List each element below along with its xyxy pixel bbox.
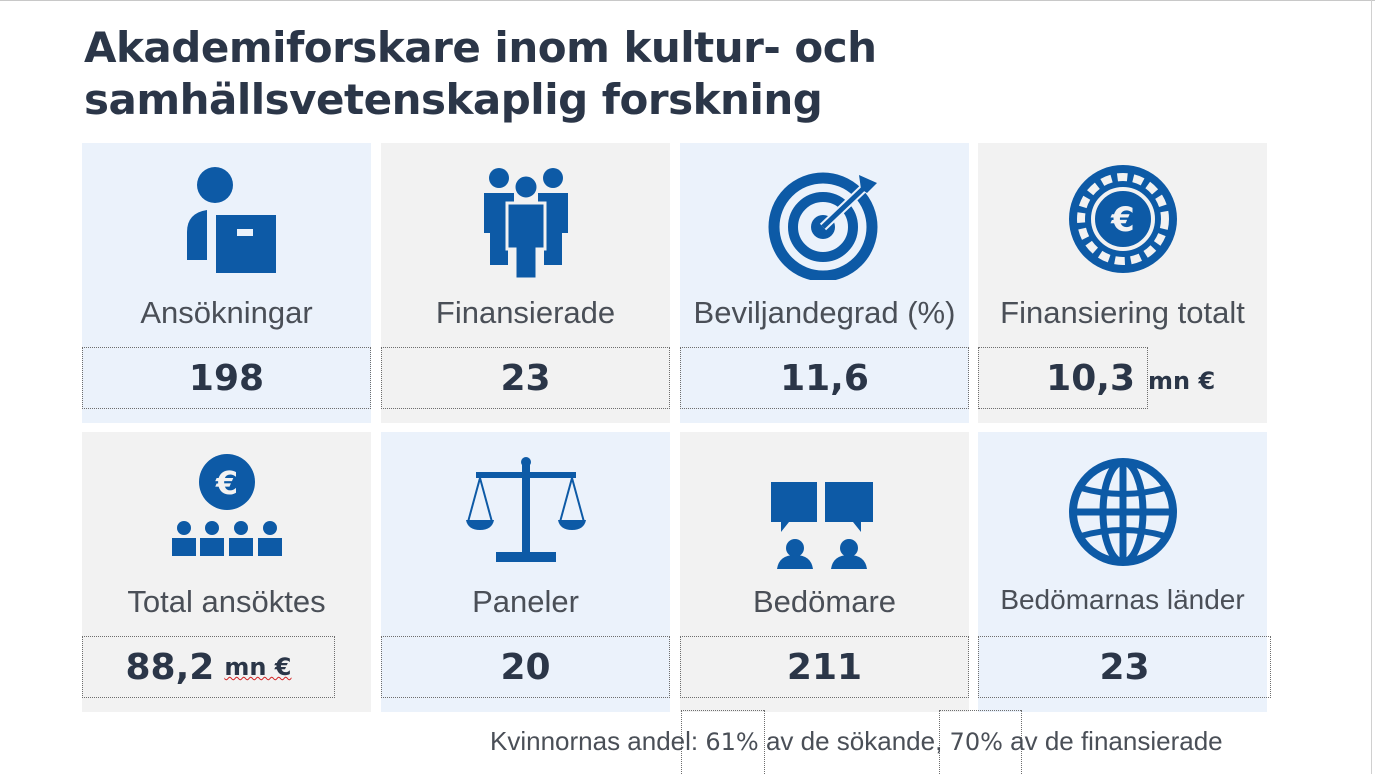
card-value-box: 211 — [680, 636, 969, 698]
footer-box-1-top — [681, 710, 764, 712]
card-value: 11,6 — [780, 357, 869, 399]
applicant-icon — [82, 165, 371, 280]
target-icon — [680, 165, 969, 280]
card-value: 23 — [1099, 646, 1150, 688]
globe-icon — [978, 454, 1267, 569]
scales-icon — [381, 454, 670, 569]
card-funded: Finansierade 23 — [381, 143, 670, 423]
footer-pct-sign-1: % — [735, 728, 759, 756]
women-share-note: Kvinnornas andel: 61% av de sökande, 70%… — [490, 726, 1223, 757]
slide-top-border — [0, 0, 1375, 1]
card-approval-rate: Beviljandegrad (%) 11,6 — [680, 143, 969, 423]
card-panels: Paneler 20 — [381, 432, 670, 712]
card-value: 88,2 — [125, 646, 215, 688]
card-reviewer-countries: Bedömarnas länder 23 — [978, 432, 1271, 712]
card-label: Finansiering totalt — [1000, 295, 1245, 330]
euro-people-icon: € — [82, 454, 371, 569]
card-applications: Ansökningar 198 — [82, 143, 371, 423]
reviewers-icon — [680, 454, 969, 569]
footer-box-2-left — [939, 710, 941, 774]
footer-box-2-top — [939, 710, 1021, 712]
card-value: 23 — [500, 357, 551, 399]
card-label: Bedömarnas länder — [1000, 584, 1245, 615]
card-value-box: 88,2 mn € — [82, 636, 335, 698]
card-total-funding: € Finansiering totalt 10,3 mn € — [978, 143, 1267, 423]
footer-box-1-right — [764, 710, 766, 774]
footer-pct-funded: 70 — [949, 728, 981, 756]
card-unit: mn € — [1148, 367, 1216, 395]
card-unit: mn € — [224, 653, 291, 681]
card-value-box: 10,3 — [978, 347, 1148, 409]
page-title: Akademiforskare inom kultur- och samhäll… — [84, 22, 1084, 126]
card-label: Beviljandegrad (%) — [693, 295, 956, 330]
footer-prefix: Kvinnornas andel: — [490, 726, 706, 756]
card-label: Ansökningar — [140, 295, 313, 330]
card-value: 211 — [786, 646, 863, 688]
card-value: 20 — [500, 646, 551, 688]
footer-mid: av de sökande, — [758, 726, 950, 756]
title-line-1: Akademiforskare inom kultur- och — [84, 23, 877, 72]
card-value-box: 23 — [381, 347, 670, 409]
card-value-box: 11,6 — [680, 347, 969, 409]
card-value-box: 23 — [978, 636, 1271, 698]
card-reviewers: Bedömare 211 — [680, 432, 969, 712]
card-value-box: 198 — [82, 347, 371, 409]
footer-pct-sign-2: % — [980, 728, 1003, 756]
svg-text:€: € — [214, 464, 237, 502]
card-label: Finansierade — [435, 295, 616, 330]
card-unit-text: mn € — [224, 653, 292, 681]
group-icon — [381, 165, 670, 280]
card-label: Total ansöktes — [127, 584, 326, 619]
card-value: 198 — [188, 357, 265, 399]
card-total-applied: € Total ansöktes 88,2 mn € — [82, 432, 371, 712]
footer-box-2-right — [1021, 710, 1023, 774]
card-value: 10,3 — [1046, 357, 1135, 399]
svg-text:€: € — [1110, 200, 1135, 240]
card-label: Paneler — [472, 584, 579, 619]
footer-box-1-left — [681, 710, 683, 774]
slide-right-border — [1371, 0, 1372, 774]
footer-suffix: av de finansierade — [1002, 726, 1223, 756]
card-label: Bedömare — [752, 584, 897, 619]
euro-coin-icon: € — [978, 165, 1267, 280]
title-line-2: samhällsvetenskaplig forskning — [84, 75, 823, 124]
card-value-box: 20 — [381, 636, 670, 698]
footer-pct-applicants: 61 — [705, 728, 736, 756]
